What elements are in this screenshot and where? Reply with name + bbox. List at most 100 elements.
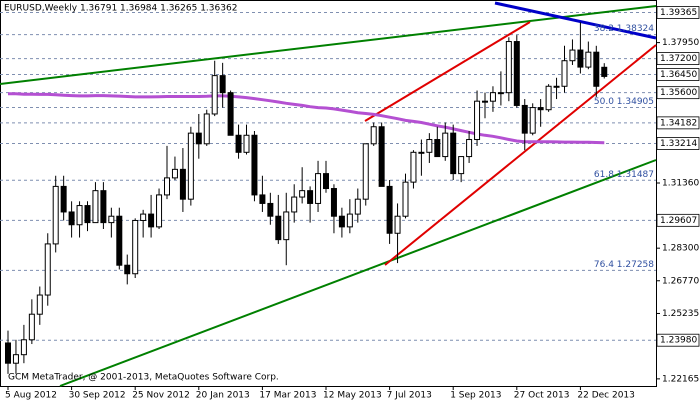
- candle-body: [362, 143, 369, 200]
- candle-body: [505, 41, 512, 94]
- candle-body: [553, 85, 560, 88]
- candle-body: [291, 196, 298, 213]
- candle-body: [283, 211, 290, 241]
- candle-body: [299, 190, 306, 198]
- candle-body: [585, 51, 592, 68]
- price-level-label: 1.35600: [660, 88, 697, 98]
- candle-body: [489, 92, 496, 102]
- candle-body: [52, 185, 59, 245]
- candle-body: [100, 190, 107, 224]
- fib-label: 38.2 1.38324: [594, 24, 654, 34]
- candle-body: [545, 85, 552, 111]
- candle-body: [108, 215, 115, 224]
- fib-label: 61.8 1.31487: [594, 170, 654, 180]
- price-level-label: 1.39365: [660, 8, 697, 18]
- candle-body: [164, 177, 170, 196]
- trend-line: [0, 5, 657, 85]
- candle-body: [12, 354, 19, 364]
- price-level-label: 1.23980: [660, 336, 697, 346]
- candle-body: [219, 75, 226, 94]
- candle-body: [354, 198, 361, 215]
- candle-body: [482, 100, 488, 103]
- candle-body: [474, 100, 481, 141]
- price-level-box: [656, 68, 700, 81]
- candle-body: [402, 181, 409, 217]
- candle-body: [593, 51, 600, 87]
- candle-body: [577, 49, 584, 68]
- candle-body: [68, 211, 75, 226]
- x-tick-label: 7 Jul 2013: [387, 391, 432, 401]
- x-tick-label: 22 Dec 2013: [577, 391, 635, 401]
- x-tick-label: 27 Oct 2013: [514, 391, 570, 401]
- price-level-box: [656, 333, 700, 347]
- price-level-label: 1.34182: [660, 118, 697, 128]
- fib-label: 76.4 1.27258: [594, 260, 654, 270]
- y-tick-label: 1.26770: [662, 276, 699, 286]
- candle-body: [84, 205, 91, 224]
- x-tick-label: 12 May 2013: [323, 391, 382, 401]
- price-level-label: 1.33214: [660, 139, 697, 149]
- candle-body: [330, 188, 337, 217]
- candle-body: [179, 168, 186, 200]
- candle-body: [195, 132, 202, 145]
- candle-body: [323, 173, 329, 190]
- x-tick-label: 20 Jan 2013: [196, 391, 250, 401]
- x-tick-label: 1 Sep 2013: [450, 391, 501, 401]
- candle-body: [243, 134, 250, 153]
- candle-body: [601, 66, 608, 77]
- y-tick-label: 1.28300: [662, 244, 699, 254]
- candle-body: [267, 202, 274, 217]
- candle-body: [148, 213, 155, 228]
- trend-line: [384, 44, 657, 266]
- price-level-label: 1.36450: [660, 70, 697, 80]
- x-tick-label: 25 Nov 2012: [132, 391, 190, 401]
- y-tick-label: 1.22165: [662, 374, 699, 384]
- chart-title: EURUSD,Weekly 1.36791 1.36984 1.36265 1.…: [4, 4, 237, 14]
- plot-frame: [0, 0, 657, 387]
- candle-body: [418, 151, 425, 154]
- candle-body: [442, 132, 449, 158]
- candle-body: [338, 215, 345, 228]
- price-level-box: [656, 213, 700, 227]
- price-level-box: [656, 52, 700, 65]
- candle-body: [537, 107, 544, 111]
- candle-body: [76, 205, 83, 226]
- moving-average: [8, 92, 605, 145]
- candle-body: [513, 41, 520, 106]
- candle-body: [171, 168, 178, 179]
- candle-body: [5, 342, 11, 364]
- price-level-box: [656, 116, 700, 130]
- candle-body: [124, 264, 131, 275]
- x-tick-label: 30 Sep 2012: [69, 391, 126, 401]
- price-level-box: [656, 137, 700, 150]
- footer: GCM MetaTrader, @ 2001-2013, MetaQuotes …: [8, 373, 279, 383]
- candle-body: [156, 194, 163, 228]
- candle-body: [203, 113, 210, 145]
- candle-body: [187, 132, 194, 200]
- trend-line: [364, 21, 531, 122]
- trend-line: [494, 1, 657, 40]
- candle-body: [394, 215, 401, 234]
- candle-body: [211, 75, 218, 115]
- candle-body: [132, 219, 139, 275]
- y-tick-label: 1.37950: [662, 38, 699, 48]
- candle-body: [235, 134, 242, 153]
- candle-body: [275, 215, 282, 241]
- price-level-label: 1.29607: [660, 216, 697, 226]
- candle-body: [521, 104, 528, 134]
- candle-body: [20, 339, 27, 356]
- candle-body: [259, 194, 266, 204]
- trend-line: [59, 159, 657, 387]
- candle-body: [426, 139, 433, 153]
- candle-body: [569, 49, 576, 62]
- price-level-label: 1.37200: [660, 54, 697, 64]
- price-level-box: [656, 6, 700, 19]
- candle-body: [251, 134, 258, 196]
- candle-body: [410, 151, 417, 183]
- candle-body: [378, 126, 385, 187]
- candle-body: [529, 107, 536, 134]
- candle-body: [307, 190, 314, 204]
- fib-label: 50.0 1.34905: [594, 97, 654, 107]
- candle-body: [450, 132, 457, 175]
